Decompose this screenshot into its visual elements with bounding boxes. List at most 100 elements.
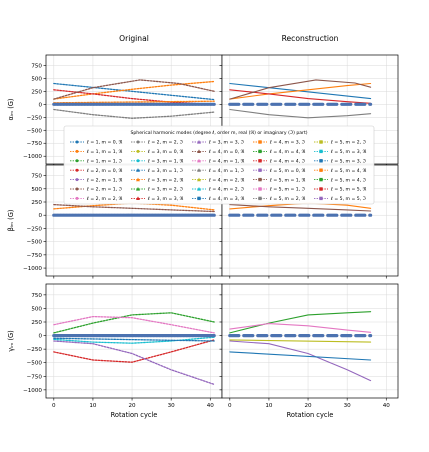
x-tick-label: 10 xyxy=(265,403,273,409)
legend-label: ℓ = 3, m = 0, ℜ xyxy=(147,149,184,155)
legend-marker xyxy=(258,149,262,154)
legend-label: ℓ = 3, m = 1, ℜ xyxy=(147,159,184,165)
legend-label: ℓ = 4, m = 3, ℑ xyxy=(269,140,306,146)
legend-item: ℓ = 5, m = 3, ℑ xyxy=(314,159,367,165)
legend-item: ℓ = 4, m = 0, ℜ xyxy=(192,149,245,155)
legend-marker xyxy=(258,177,262,182)
x-tick-label: 40 xyxy=(383,403,391,409)
series-line xyxy=(53,203,215,213)
x-tick-label: 20 xyxy=(304,403,312,409)
y-tick-label: 500 xyxy=(31,187,42,193)
legend-item: ℓ = 3, m = 2, ℜ xyxy=(131,177,184,183)
series-line xyxy=(53,312,215,334)
y-tick-label: 750 xyxy=(31,293,42,299)
legend-label: ℓ = 5, m = 4, ℑ xyxy=(330,177,367,183)
series-line xyxy=(53,315,215,334)
legend-marker xyxy=(136,159,140,163)
legend-item: ℓ = 5, m = 1, ℑ xyxy=(253,187,306,193)
legend-label: ℓ = 2, m = 2, ℑ xyxy=(147,140,184,146)
legend-marker xyxy=(75,149,79,153)
legend-item: ℓ = 2, m = 2, ℑ xyxy=(131,140,184,146)
legend-frame xyxy=(63,125,375,205)
legend-label: ℓ = 3, m = 3, ℑ xyxy=(208,140,245,146)
series-line xyxy=(229,79,372,100)
legend-marker xyxy=(197,140,201,144)
title-reconstruction: Reconstruction xyxy=(282,34,339,43)
series-group xyxy=(52,79,216,119)
legend-label: ℓ = 5, m = 3, ℜ xyxy=(330,149,367,155)
legend-item: ℓ = 4, m = 2, ℜ xyxy=(192,177,245,183)
legend-marker xyxy=(197,149,201,153)
legend-item: ℓ = 5, m = 4, ℑ xyxy=(314,177,367,183)
x-tick-label: 0 xyxy=(228,403,232,409)
legend-marker xyxy=(319,196,323,201)
legend-item: ℓ = 1, m = 0, ℜ xyxy=(70,140,123,146)
legend-label: ℓ = 5, m = 4, ℜ xyxy=(330,168,367,174)
legend-item: ℓ = 4, m = 4, ℜ xyxy=(253,149,306,155)
y-tick-label: 500 xyxy=(31,306,42,312)
legend-item: ℓ = 4, m = 1, ℜ xyxy=(192,159,245,165)
legend-marker xyxy=(136,168,140,172)
legend-item: ℓ = 5, m = 5, ℜ xyxy=(314,187,367,193)
series-line xyxy=(229,89,372,104)
y-tick-label: −750 xyxy=(27,141,43,147)
legend-marker xyxy=(75,140,79,144)
y-tick-label: −750 xyxy=(27,374,43,380)
legend-item: ℓ = 5, m = 4, ℜ xyxy=(314,168,367,174)
y-tick-label: −250 xyxy=(27,226,43,232)
legend-item: ℓ = 5, m = 2, ℑ xyxy=(314,140,367,146)
y-tick-label: 750 xyxy=(31,63,42,69)
y-tick-label: −500 xyxy=(27,128,43,134)
legend-item: ℓ = 1, m = 1, ℜ xyxy=(70,149,123,155)
legend-item: ℓ = 3, m = 2, ℑ xyxy=(131,187,184,193)
y-axis-label: βₗₘ (G) xyxy=(7,210,15,232)
x-tick-label: 30 xyxy=(168,403,176,409)
legend-marker xyxy=(319,149,323,154)
axes-reconstruction-3: 0 10 20 30 40 Rotation cycle xyxy=(219,283,399,419)
legend-label: ℓ = 3, m = 3, ℜ xyxy=(147,196,184,202)
y-axis-label: αₗₘ (G) xyxy=(7,99,15,121)
series-line xyxy=(229,82,372,100)
legend-item: ℓ = 2, m = 0, ℜ xyxy=(70,168,123,174)
axes-frame xyxy=(221,283,399,399)
series-line xyxy=(229,108,372,119)
legend-label: ℓ = 4, m = 4, ℑ xyxy=(269,159,306,165)
legend-label: ℓ = 5, m = 1, ℑ xyxy=(269,187,306,193)
series-line xyxy=(53,100,215,104)
legend-label: ℓ = 4, m = 3, ℜ xyxy=(208,196,245,202)
series-line xyxy=(53,339,215,363)
legend-label: ℓ = 4, m = 0, ℜ xyxy=(208,149,245,155)
legend-marker xyxy=(197,158,201,163)
legend-label: ℓ = 5, m = 5, ℑ xyxy=(330,196,367,202)
x-axis-label: Rotation cycle xyxy=(287,411,334,419)
legend-label: ℓ = 5, m = 0, ℜ xyxy=(269,168,306,174)
legend-marker xyxy=(75,168,79,172)
y-tick-label: −1000 xyxy=(23,388,42,394)
series-line xyxy=(53,82,215,101)
legend-item: ℓ = 3, m = 0, ℜ xyxy=(131,149,184,155)
legend-marker xyxy=(75,196,79,200)
legend-item: ℓ = 2, m = 1, ℜ xyxy=(70,177,123,183)
legend-label: ℓ = 3, m = 1, ℑ xyxy=(147,168,184,174)
y-tick-label: 500 xyxy=(31,76,42,82)
legend-label: ℓ = 3, m = 2, ℑ xyxy=(147,187,184,193)
series-group xyxy=(228,311,373,382)
legend-entries: ℓ = 1, m = 0, ℜ ℓ = 1, m = 1, ℜ ℓ = 1, m =… xyxy=(70,140,367,202)
legend-marker xyxy=(258,168,262,172)
legend-label: ℓ = 1, m = 1, ℜ xyxy=(86,149,123,155)
y-axis-label: γₗₘ (G) xyxy=(7,330,15,351)
legend-item: ℓ = 2, m = 2, ℜ xyxy=(70,196,123,202)
legend-label: ℓ = 2, m = 1, ℜ xyxy=(86,177,123,183)
y-tick-label: 0 xyxy=(38,334,42,340)
legend-marker xyxy=(75,159,79,163)
legend-item: ℓ = 5, m = 0, ℜ xyxy=(253,168,306,174)
y-tick-label: 250 xyxy=(31,89,42,95)
x-axis-label: Rotation cycle xyxy=(111,411,158,419)
series-line xyxy=(53,108,215,119)
legend-item: ℓ = 4, m = 3, ℜ xyxy=(192,196,245,202)
legend-label: ℓ = 4, m = 4, ℜ xyxy=(269,149,306,155)
y-tick-label: 0 xyxy=(38,213,42,219)
series-line xyxy=(229,311,372,334)
legend-item: ℓ = 5, m = 5, ℑ xyxy=(314,196,367,202)
y-tick-label: −750 xyxy=(27,253,43,259)
